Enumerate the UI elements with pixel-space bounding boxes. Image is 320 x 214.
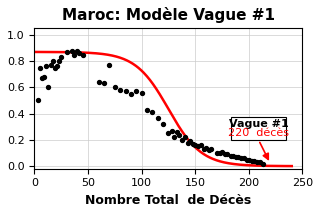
Point bbox=[112, 86, 117, 89]
Point bbox=[80, 53, 85, 56]
X-axis label: Nombre Total  de Décès: Nombre Total de Décès bbox=[85, 194, 252, 207]
Point bbox=[48, 63, 53, 67]
Point bbox=[69, 49, 75, 52]
Point bbox=[252, 159, 257, 163]
Point bbox=[228, 154, 233, 157]
Point bbox=[139, 91, 144, 94]
Title: Maroc: Modèle Vague #1: Maroc: Modèle Vague #1 bbox=[62, 7, 275, 23]
Point bbox=[177, 133, 182, 136]
Point bbox=[44, 65, 49, 68]
Point bbox=[180, 138, 185, 142]
FancyBboxPatch shape bbox=[231, 117, 286, 140]
Point bbox=[118, 88, 123, 92]
Point bbox=[101, 82, 107, 85]
Point bbox=[209, 147, 214, 151]
Point bbox=[75, 49, 80, 52]
Point bbox=[220, 150, 225, 153]
Point bbox=[255, 160, 260, 164]
Point bbox=[150, 111, 155, 114]
Point bbox=[64, 50, 69, 54]
Point bbox=[244, 158, 249, 161]
Point bbox=[257, 160, 262, 164]
Point bbox=[187, 140, 192, 143]
Point bbox=[250, 159, 255, 163]
Point bbox=[185, 141, 190, 144]
Point bbox=[190, 142, 196, 146]
Point bbox=[54, 65, 60, 68]
Point bbox=[57, 59, 62, 63]
Point bbox=[107, 63, 112, 67]
Point bbox=[35, 99, 40, 102]
Point bbox=[260, 162, 265, 165]
Point bbox=[46, 86, 51, 89]
Point bbox=[59, 55, 64, 59]
Point bbox=[166, 132, 171, 135]
Point bbox=[236, 155, 241, 159]
Point bbox=[72, 53, 77, 56]
Point bbox=[193, 143, 198, 147]
Point bbox=[204, 146, 209, 150]
Point bbox=[239, 157, 244, 160]
Point bbox=[214, 151, 219, 155]
Point bbox=[225, 153, 230, 156]
Point bbox=[155, 116, 160, 119]
Point bbox=[171, 135, 176, 139]
Point bbox=[201, 147, 206, 151]
Point bbox=[196, 145, 201, 148]
Point bbox=[37, 66, 42, 69]
Point bbox=[161, 122, 166, 126]
Point bbox=[77, 52, 82, 55]
Point bbox=[134, 90, 139, 93]
Point bbox=[39, 76, 44, 80]
Point bbox=[217, 151, 222, 155]
Point bbox=[234, 155, 239, 159]
Point bbox=[174, 130, 180, 134]
Text: 220  décès: 220 décès bbox=[228, 128, 289, 138]
Point bbox=[207, 149, 212, 152]
Text: Vague #1: Vague #1 bbox=[229, 119, 288, 129]
Point bbox=[52, 66, 57, 69]
Point bbox=[96, 80, 101, 84]
Point bbox=[230, 154, 235, 157]
Point bbox=[241, 157, 246, 160]
Point bbox=[223, 153, 228, 156]
Point bbox=[42, 75, 47, 79]
Point bbox=[246, 158, 252, 161]
Point bbox=[128, 92, 133, 96]
Point bbox=[169, 129, 174, 132]
Point bbox=[198, 143, 203, 147]
Point bbox=[144, 108, 149, 111]
Point bbox=[123, 90, 128, 93]
Point bbox=[50, 59, 55, 63]
Point bbox=[182, 135, 187, 139]
